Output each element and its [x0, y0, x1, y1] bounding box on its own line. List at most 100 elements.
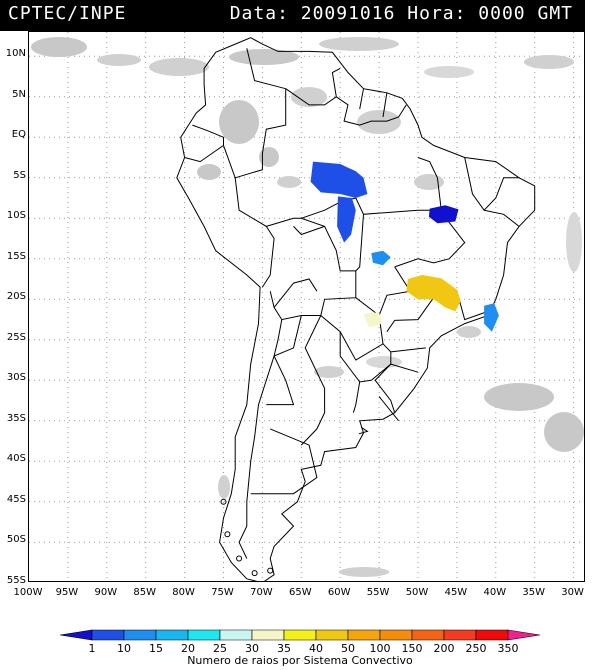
colorbar-tick-label: 250 [465, 642, 487, 655]
colorbar-tick-label: 350 [497, 642, 519, 655]
lat-label: 15S [6, 250, 26, 262]
lon-label: 100W [13, 587, 43, 598]
cloud-patch [457, 326, 481, 338]
country-border [390, 347, 426, 353]
colorbar-tick-label: 25 [213, 642, 227, 655]
map-canvas [29, 32, 584, 581]
cloud-patch [566, 212, 582, 272]
cloud-patch [524, 55, 574, 69]
lon-label: 95W [55, 587, 79, 598]
colorbar-segment [411, 629, 445, 641]
convective-system-amazon-south [337, 196, 356, 243]
colorbar-segment [507, 629, 540, 641]
country-border [352, 343, 392, 413]
colorbar-tick-label: 10 [117, 642, 131, 655]
colorbar-tick-label: 150 [401, 642, 423, 655]
cloud-patch [291, 87, 327, 107]
cloud-patch [97, 54, 141, 66]
country-border [184, 124, 224, 163]
colorbar-segment [347, 629, 381, 641]
country-border [464, 157, 520, 211]
title-bar: CPTEC/INPE Data: 20091016 Hora: 0000 GMT [0, 0, 585, 31]
cloud-patch [339, 567, 389, 577]
colorbar-segment [123, 629, 157, 641]
colorbar-segment [91, 629, 125, 641]
country-border [359, 88, 364, 110]
convective-system-rio [484, 303, 499, 332]
datetime-title: Data: 20091016 Hora: 0000 GMT [229, 3, 573, 24]
country-border [390, 363, 419, 373]
lon-label: 75W [211, 587, 234, 598]
country-border [378, 290, 411, 316]
island-marker [220, 498, 227, 505]
country-border [266, 217, 357, 321]
colorbar-tick-label: 30 [245, 642, 259, 655]
colorbar-segment [155, 629, 189, 641]
colorbar-segment [475, 629, 509, 641]
country-border [378, 396, 399, 422]
lat-label: 45S [6, 493, 26, 505]
lon-label: 55W [366, 587, 390, 598]
lat-label: EQ [11, 129, 26, 141]
lon-label: 80W [172, 587, 195, 598]
island-marker [236, 555, 243, 562]
cloud-patch [229, 49, 299, 65]
colorbar-segment [60, 629, 93, 641]
cloud-patch [414, 174, 444, 190]
lon-label: 40W [483, 587, 507, 598]
country-border [223, 145, 236, 178]
colorbar-tick-label: 1 [88, 642, 96, 655]
lat-label: 40S [6, 453, 26, 465]
lon-label: 30W [561, 587, 584, 598]
colorbar-segment [443, 629, 477, 641]
lon-label: 70W [250, 587, 273, 598]
map-frame [28, 31, 585, 582]
country-border [285, 67, 341, 106]
country-border [483, 209, 520, 227]
convective-system-parana [363, 312, 383, 328]
colorbar-tick-label: 100 [369, 642, 391, 655]
colorbar-segment [379, 629, 413, 641]
lat-label: 5N [12, 88, 26, 100]
country-border [339, 331, 361, 383]
colorbar-tick-label: 40 [309, 642, 323, 655]
colorbar-segment [251, 629, 285, 641]
cloud-patch [544, 412, 584, 452]
island-marker [251, 570, 258, 577]
country-border [386, 297, 435, 332]
convective-system-amazon-central [310, 161, 368, 198]
cloud-patch [357, 110, 401, 134]
country-border [417, 157, 442, 211]
cloud-patch [149, 58, 209, 76]
lon-label: 65W [288, 587, 312, 598]
country-border [266, 315, 302, 406]
lon-label: 90W [94, 587, 118, 598]
lon-label: 60W [327, 587, 351, 598]
lat-label: 50S [6, 534, 26, 546]
cloud-patch [219, 100, 259, 144]
colorbar [60, 629, 540, 641]
convective-system-goias-minas [406, 275, 461, 312]
country-border [234, 48, 287, 288]
colorbar-tick-label: 50 [341, 642, 355, 655]
cloud-patch [197, 164, 221, 180]
lon-label: 45W [444, 587, 468, 598]
lon-label: 50W [405, 587, 429, 598]
island-marker [224, 531, 231, 538]
lat-label: 10S [6, 210, 26, 222]
colorbar-segment [315, 629, 349, 641]
cloud-patch [319, 37, 399, 51]
lat-label: 25S [6, 331, 26, 343]
country-border [374, 363, 396, 413]
lat-label: 20S [6, 291, 26, 303]
country-border [293, 225, 325, 236]
colorbar-tick-label: 15 [149, 642, 163, 655]
source-title: CPTEC/INPE [8, 3, 127, 24]
lat-label: 35S [6, 412, 26, 424]
graticule [29, 32, 584, 581]
convective-system-bahia [428, 205, 459, 224]
cloud-patch [277, 176, 301, 188]
convective-systems [310, 161, 499, 332]
cloud-cover [31, 37, 584, 577]
colorbar-caption: Numero de raios por Sistema Convectivo [187, 654, 413, 667]
